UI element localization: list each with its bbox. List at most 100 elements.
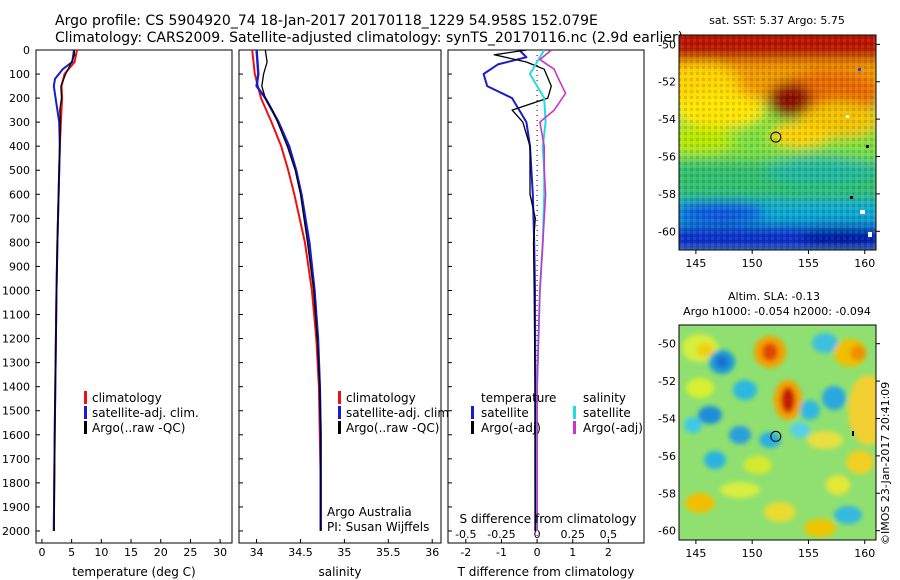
depth-tick-label: 100 [9,68,30,81]
salinity-xlabel: salinity [318,565,361,579]
x-tick-label: 34 [250,546,264,559]
salinity-ticks: 34 34.5 35 35.5 36 [250,539,439,559]
argo-position-marker-sla [770,430,782,442]
sla-heatmap [679,325,876,540]
s-tick-label: 0.5 [600,528,618,541]
lat-tick-label: -54 [658,113,676,126]
sst-map-title: sat. SST: 5.37 Argo: 5.75 [709,14,845,27]
salinity-legend: climatology satellite-adj. clim. Argo(..… [338,391,453,435]
lat-tick-label: -52 [658,375,676,388]
x-tick-label: 1 [569,546,576,559]
x-tick-label: 0 [534,546,541,559]
lat-tick-label: -58 [658,487,676,500]
annotation-pi: PI: Susan Wijffels [327,520,429,534]
depth-tick-label: 700 [9,212,30,225]
sla-map-frame [678,324,877,541]
lat-tick-label: -56 [658,151,676,164]
t-difference-ticks: -2 -1 0 1 2 [460,539,612,559]
lon-tick-label: 150 [742,547,763,560]
lat-tick-label: -50 [658,38,676,51]
depth-tick-label: 2000 [2,525,30,538]
lat-tick-label: -50 [658,338,676,351]
depth-tick-label: 1600 [2,429,30,442]
depth-tick-label: 1700 [2,453,30,466]
temperature-legend: climatology satellite-adj. clim. Argo(..… [84,391,199,435]
x-tick-label: -2 [460,546,471,559]
x-tick-label: 25 [183,546,197,559]
lat-tick-label: -58 [658,188,676,201]
depth-tick-label: 1400 [2,381,30,394]
salinity-panel: 34 34.5 35 35.5 36 salinity climatology sate… [238,49,453,579]
legend-swatch-argo [338,421,341,434]
sla-lon-ticks: 145 150 155 160 [685,540,875,560]
lon-tick-label: 150 [742,257,763,270]
s-tick-label: -0.5 [455,528,476,541]
legend-swatch-climatology [84,391,87,404]
lat-tick-label: -60 [658,525,676,538]
series-line-t-argo [493,50,552,532]
legend-swatch-argo [84,421,87,434]
sla-map-subtitle: Argo h1000: -0.054 h2000: -0.094 [683,305,871,318]
difference-panel: -2 -1 0 1 2 -0.5 -0.25 0 0.25 0.5 T difference f… [447,49,645,579]
series-line-s-argo [536,50,567,531]
lon-tick-label: 155 [798,257,819,270]
lat-tick-label: -52 [658,76,676,89]
legend-satellite: satellite-adj. clim. [92,406,199,420]
temperature-xlabel: temperature (deg C) [72,565,195,579]
t-difference-xlabel: T difference from climatology [457,565,635,579]
credit-label: ©IMOS 23-Jan-2017 20:41:09 [879,382,892,545]
s-tick-label: 0.25 [560,528,585,541]
legend-swatch-satellite [338,406,341,419]
temperature-ticks: 0 5 10 15 20 25 30 [38,539,227,559]
x-tick-label: 34.5 [288,546,313,559]
s-difference-ticks: -0.5 -0.25 0 0.25 0.5 [455,528,617,541]
legend-swatch-t-argo [471,421,474,434]
legend-swatch-s-argo [573,421,576,434]
depth-tick-label: 1300 [2,357,30,370]
legend-swatch-s-satellite [573,406,576,419]
s-difference-xlabel: S difference from climatology [460,512,637,526]
argo-position-marker [770,131,782,143]
sst-map-frame [678,34,877,251]
depth-tick-label: 1100 [2,309,30,322]
s-tick-label: 0 [534,528,541,541]
depth-tick-label: 1200 [2,333,30,346]
x-tick-label: 35 [337,546,351,559]
depth-tick-label: 600 [9,188,30,201]
depth-tick-label: 900 [9,260,30,273]
lon-tick-label: 160 [854,257,875,270]
depth-tick-label: 0 [23,44,30,57]
lon-tick-label: 145 [685,257,706,270]
legend-climatology: climatology [92,391,162,405]
sla-map-panel: Altim. SLA: -0.13 Argo h1000: -0.054 h20… [658,290,880,560]
x-tick-label: 0 [38,546,45,559]
difference-axes-frame [447,49,645,544]
header-line-2: Climatology: CARS2009. Satellite-adjuste… [55,30,684,46]
legend-swatch-satellite [84,406,87,419]
sla-map-title: Altim. SLA: -0.13 [728,290,820,303]
legend-t-satellite: satellite [481,406,529,420]
legend-t-argo: Argo(-adj) [481,421,541,435]
legend-temperature-head: temperature [481,391,556,405]
legend-argo: Argo(..raw -QC) [346,421,439,435]
series-line-argo [261,50,322,531]
legend-climatology: climatology [346,391,416,405]
x-tick-label: 30 [213,546,227,559]
lat-tick-label: -54 [658,412,676,425]
lon-tick-label: 160 [854,547,875,560]
x-tick-label: 36 [425,546,439,559]
depth-tick-label: 400 [9,140,30,153]
depth-tick-label: 1500 [2,405,30,418]
sla-lat-ticks: -50 -52 -54 -56 -58 -60 [658,338,880,538]
difference-depth-ticks [448,49,452,532]
sst-lat-ticks: -50 -52 -54 -56 -58 -60 [658,38,880,238]
x-tick-label: 20 [154,546,168,559]
x-tick-label: 35.5 [376,546,401,559]
x-tick-label: 2 [605,546,612,559]
series-line-argo [53,50,76,532]
depth-tick-label: 1800 [2,477,30,490]
legend-argo: Argo(..raw -QC) [92,421,185,435]
difference-legend: temperature satellite Argo(-adj) salinit… [471,391,643,435]
lon-tick-label: 155 [798,547,819,560]
